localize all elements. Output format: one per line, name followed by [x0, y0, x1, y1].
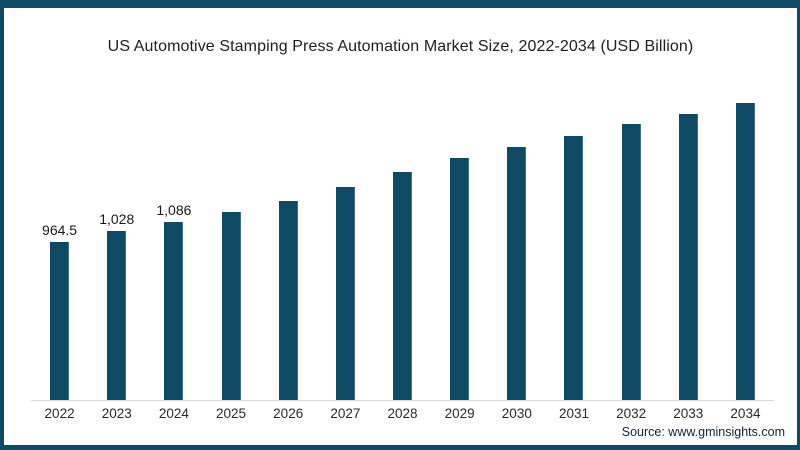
bar-column-2025	[202, 88, 259, 400]
x-tick-2027: 2027	[330, 406, 361, 421]
bar-column-2030	[488, 88, 545, 400]
bar-column-2032	[603, 88, 660, 400]
plot-area: 964.5 1,028 1,086	[31, 88, 774, 401]
x-tick-2031: 2031	[558, 406, 589, 421]
bar-2028	[393, 172, 413, 400]
bar-value-label-2023: 1,028	[99, 211, 135, 228]
bar-column-2022: 964.5	[31, 88, 88, 400]
bar-column-2026	[260, 88, 317, 400]
x-tick-2026: 2026	[273, 406, 304, 421]
bar-2025	[221, 211, 241, 400]
x-tick-2030: 2030	[501, 406, 532, 421]
x-tick-2032: 2032	[616, 406, 647, 421]
bar-2022	[50, 241, 70, 400]
x-tick-2023: 2023	[101, 406, 132, 421]
bar-2034	[735, 102, 755, 400]
bar-2023	[107, 231, 127, 400]
x-tick-2029: 2029	[444, 406, 475, 421]
bar-value-label-2024: 1,086	[156, 201, 192, 218]
bar-2033	[678, 113, 698, 400]
bar-2032	[621, 124, 641, 400]
bar-2026	[278, 200, 298, 400]
bar-column-2033	[660, 88, 717, 400]
bar-2031	[564, 136, 584, 400]
bar-column-2034	[717, 88, 774, 400]
bar-column-2029	[431, 88, 488, 400]
bar-column-2031	[545, 88, 602, 400]
x-tick-2028: 2028	[387, 406, 418, 421]
bar-2024	[164, 221, 184, 400]
x-tick-2034: 2034	[730, 406, 761, 421]
source-note: Source: www.gminsights.com	[621, 425, 785, 439]
bar-2027	[335, 187, 355, 400]
bar-column-2024: 1,086	[145, 88, 202, 400]
bar-2029	[450, 158, 470, 400]
bar-column-2023: 1,028	[88, 88, 145, 400]
x-tick-2033: 2033	[673, 406, 704, 421]
bar-value-label-2022: 964.5	[42, 221, 78, 238]
chart-title: US Automotive Stamping Press Automation …	[107, 38, 694, 55]
x-tick-2022: 2022	[44, 406, 75, 421]
bar-column-2028	[374, 88, 431, 400]
x-tick-2025: 2025	[216, 406, 247, 421]
x-tick-2024: 2024	[158, 406, 189, 421]
x-axis-labels: 2022 2023 2024 2025 2026 2027 2028 2029 2030 2031…	[31, 406, 774, 421]
bar-column-2027	[317, 88, 374, 400]
bar-2030	[507, 146, 527, 400]
